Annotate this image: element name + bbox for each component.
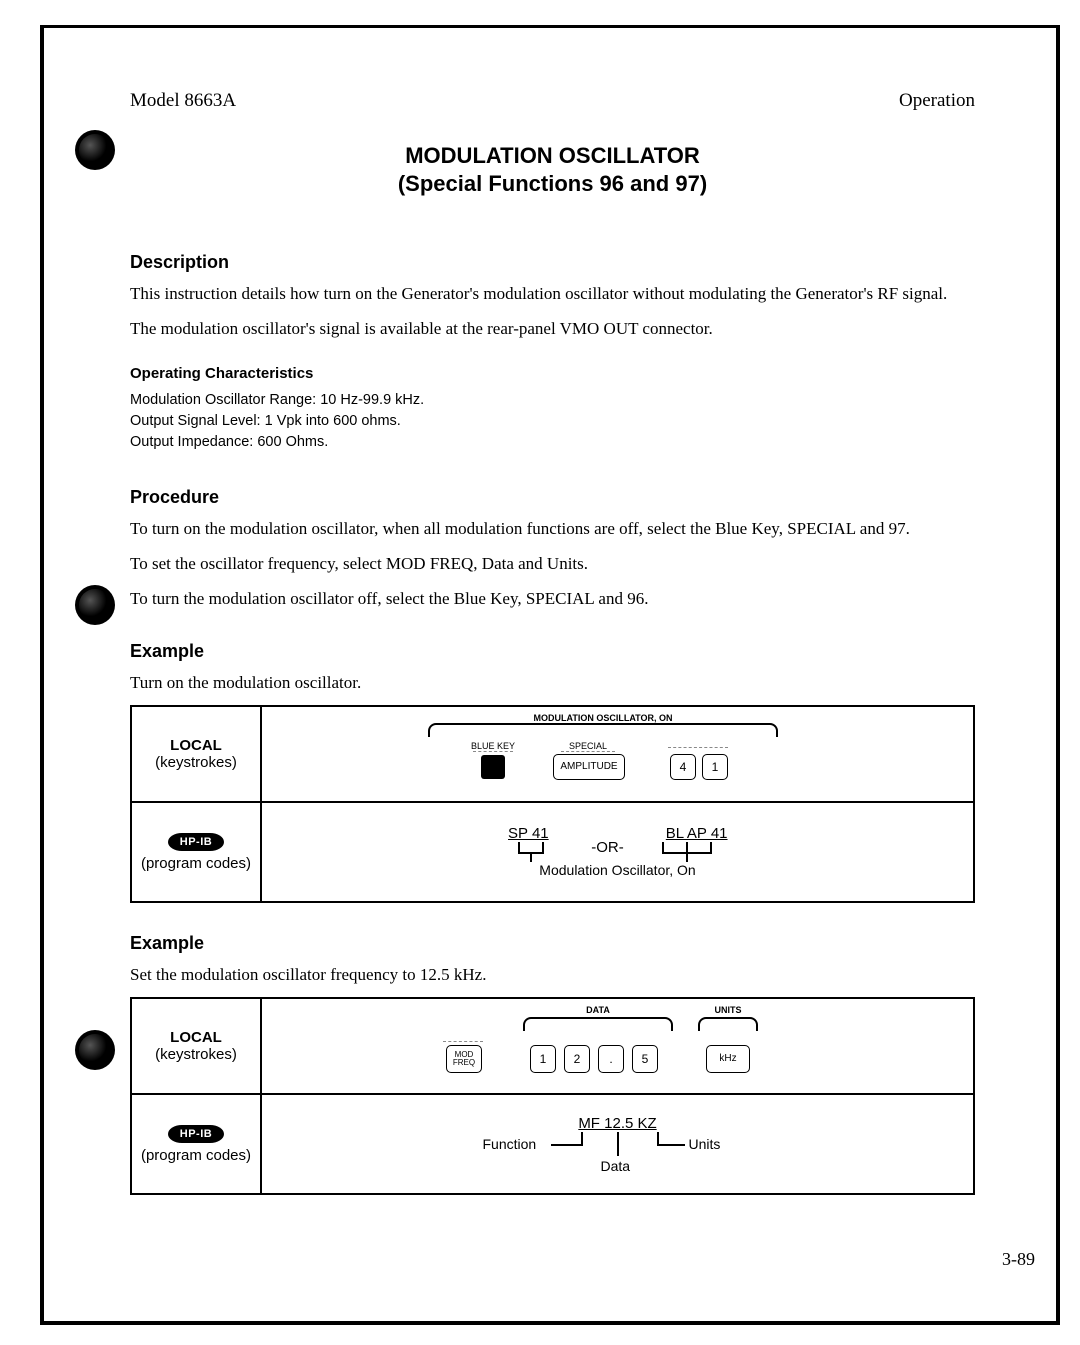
code-top-2: MF 12.5 KZ (268, 1115, 967, 1132)
keystroke-diagram-2: DATA UNITS MOD FREQ 1 2 . 5 kHz (268, 1011, 967, 1081)
page-title: MODULATION OSCILLATOR (Special Functions… (130, 142, 975, 197)
function-label: Function (483, 1136, 537, 1152)
keystroke-diagram-1: MODULATION OSCILLATOR, ON BLUE KEY SPECI… (268, 719, 967, 789)
operating-characteristics-heading: Operating Characteristics (130, 365, 975, 382)
local-cell-2: LOCAL (keystrokes) (131, 998, 261, 1094)
diagram1-cell: MODULATION OSCILLATOR, ON BLUE KEY SPECI… (261, 706, 974, 802)
procedure-heading: Procedure (130, 487, 975, 508)
bracket-label-main: MODULATION OSCILLATOR, ON (530, 713, 677, 723)
program-code-diagram-1: SP 41 -OR- BL AP 41 (268, 825, 967, 878)
keystrokes-label: (keystrokes) (138, 754, 254, 771)
hpib-cell-2: HP-IB (program codes) (131, 1094, 261, 1194)
key-1: 1 (702, 754, 728, 780)
program-codes-label-2: (program codes) (138, 1147, 254, 1164)
bracket-outer (428, 723, 778, 737)
punch-hole-icon (75, 1030, 115, 1070)
local-label: LOCAL (138, 737, 254, 754)
keystrokes-label-2: (keystrokes) (138, 1046, 254, 1063)
amplitude-key: AMPLITUDE (553, 754, 625, 780)
diagram2-cell: DATA UNITS MOD FREQ 1 2 . 5 kHz (261, 998, 974, 1094)
page: Model 8663A Operation MODULATION OSCILLA… (0, 0, 1080, 1345)
description-p2: The modulation oscillator's signal is av… (130, 318, 975, 341)
blue-key-label: BLUE KEY (471, 741, 515, 751)
punch-hole-icon (75, 130, 115, 170)
local-label-2: LOCAL (138, 1029, 254, 1046)
data-bracket-label: DATA (582, 1005, 614, 1015)
page-number: 3-89 (1002, 1249, 1035, 1270)
progcode1-cell: SP 41 -OR- BL AP 41 (261, 802, 974, 902)
example1-text: Turn on the modulation oscillator. (130, 672, 975, 695)
example2-heading: Example (130, 933, 975, 954)
title-line-2: (Special Functions 96 and 97) (130, 170, 975, 198)
content-area: Model 8663A Operation MODULATION OSCILLA… (130, 90, 975, 1225)
procedure-p2: To set the oscillator frequency, select … (130, 553, 975, 576)
title-line-1: MODULATION OSCILLATOR (130, 142, 975, 170)
punch-hole-icon (75, 585, 115, 625)
mod-freq-key: MOD FREQ (446, 1045, 482, 1073)
khz-key: kHz (706, 1045, 750, 1073)
key-4: 4 (670, 754, 696, 780)
opchar-line-1: Modulation Oscillator Range: 10 Hz-99.9 … (130, 390, 975, 411)
progcode2-cell: MF 12.5 KZ Function Units Data (261, 1094, 974, 1194)
example2-table: LOCAL (keystrokes) DATA UNITS MOD FREQ 1 (130, 997, 975, 1195)
hpib-badge: HP-IB (168, 833, 224, 851)
description-p1: This instruction details how turn on the… (130, 283, 975, 306)
units-label: Units (689, 1136, 721, 1152)
example2-text: Set the modulation oscillator frequency … (130, 964, 975, 987)
blue-key-icon (481, 755, 505, 779)
data-label: Data (601, 1158, 631, 1174)
procedure-p1: To turn on the modulation oscillator, wh… (130, 518, 975, 541)
page-header: Model 8663A Operation (130, 90, 975, 112)
program-codes-label: (program codes) (138, 855, 254, 872)
program-code-diagram-2: MF 12.5 KZ Function Units Data (268, 1115, 967, 1172)
opchar-line-2: Output Signal Level: 1 Vpk into 600 ohms… (130, 411, 975, 432)
dotted-line (473, 751, 513, 752)
key-dot: . (598, 1045, 624, 1073)
local-cell: LOCAL (keystrokes) (131, 706, 261, 802)
special-label: SPECIAL (569, 741, 607, 751)
code-sp41: SP 41 (488, 825, 568, 842)
hpib-badge-2: HP-IB (168, 1125, 224, 1143)
code-blap41: BL AP 41 (647, 825, 747, 842)
code-subtitle: Modulation Oscillator, On (268, 862, 967, 878)
example1-heading: Example (130, 641, 975, 662)
section-name: Operation (899, 90, 975, 112)
hpib-cell: HP-IB (program codes) (131, 802, 261, 902)
dotted-line (561, 751, 615, 752)
model-number: Model 8663A (130, 90, 236, 112)
key-5: 5 (632, 1045, 658, 1073)
example1-table: LOCAL (keystrokes) MODULATION OSCILLATOR… (130, 705, 975, 903)
dotted-line (668, 747, 728, 748)
key-2: 2 (564, 1045, 590, 1073)
description-heading: Description (130, 252, 975, 273)
units-bracket (698, 1017, 758, 1031)
procedure-p3: To turn the modulation oscillator off, s… (130, 588, 975, 611)
key-1b: 1 (530, 1045, 556, 1073)
opchar-line-3: Output Impedance: 600 Ohms. (130, 432, 975, 453)
data-bracket (523, 1017, 673, 1031)
units-bracket-label: UNITS (711, 1005, 746, 1015)
dotted-line (443, 1041, 483, 1042)
